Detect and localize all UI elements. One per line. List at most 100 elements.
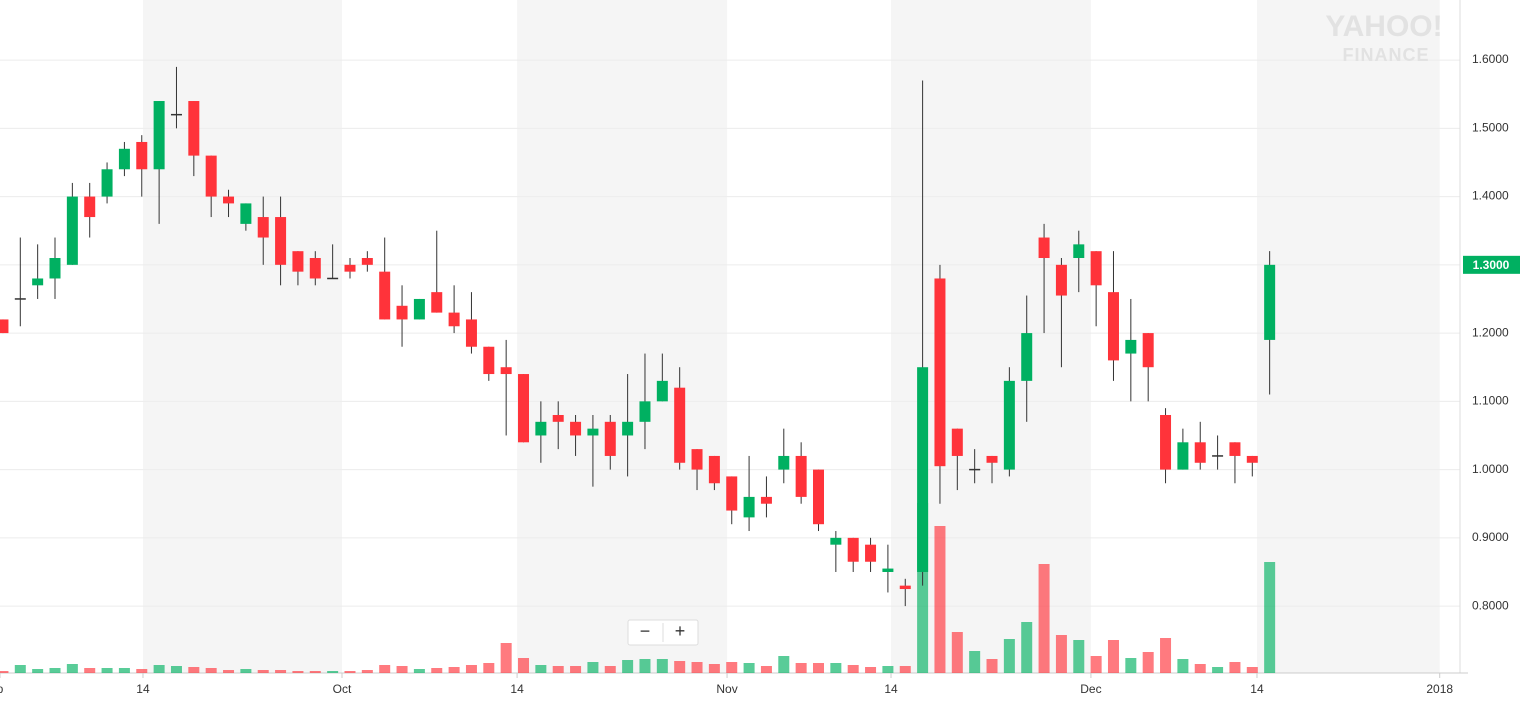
candle-body [1003, 380, 1015, 470]
candle-body [726, 476, 738, 511]
candle-body [101, 169, 113, 197]
y-tick-label: 1.1000 [1472, 394, 1509, 408]
period-band [517, 0, 728, 673]
volume-bar [84, 668, 96, 673]
candle-body [570, 421, 582, 436]
candle-body [969, 468, 981, 471]
candle-body [1160, 414, 1172, 470]
candle-body [708, 455, 720, 484]
candle-body [830, 537, 842, 545]
candle-body [639, 401, 651, 422]
x-tick-label: Oct [333, 682, 352, 696]
candle-body [604, 421, 616, 456]
volume-bar [969, 651, 981, 673]
candle-body [327, 277, 339, 280]
zoom-controls: − + [627, 619, 699, 646]
volume-bar [292, 671, 304, 673]
x-tick-label: 14 [884, 682, 898, 696]
volume-bar [223, 670, 235, 673]
candle-body [812, 469, 824, 525]
volume-bar [1246, 667, 1258, 673]
candle-body [379, 271, 391, 320]
candle-body [1212, 455, 1224, 457]
candle-body [14, 298, 26, 300]
y-tick-label: 1.4000 [1472, 189, 1509, 203]
volume-bar [1073, 640, 1085, 673]
volume-bar [465, 665, 477, 673]
watermark: FINANCE [1343, 45, 1430, 65]
volume-bar [1212, 667, 1224, 673]
candle-body [778, 455, 790, 470]
volume-bar [309, 671, 321, 673]
zoom-in-button[interactable]: + [675, 621, 686, 641]
volume-bar [396, 666, 408, 673]
candle-body [448, 312, 460, 327]
candle-body [760, 496, 772, 504]
volume-bar [413, 669, 425, 673]
volume-bar [483, 663, 495, 673]
candle-body [656, 380, 668, 402]
volume-bar [899, 666, 911, 673]
volume-bar [1177, 659, 1189, 673]
candle-body [32, 278, 44, 286]
volume-bar [188, 667, 200, 673]
candle-body [1194, 442, 1206, 463]
volume-bar [1021, 622, 1033, 673]
candle-body [275, 217, 287, 265]
candle-body [552, 414, 564, 422]
candle-body [396, 305, 408, 320]
volume-bar [882, 666, 894, 673]
volume-bar [448, 667, 460, 673]
volume-bar [760, 666, 772, 673]
volume-bar [1194, 664, 1206, 673]
candle-body [1125, 339, 1137, 354]
volume-bar [1107, 640, 1119, 673]
candle-body [500, 367, 512, 375]
volume-bar [639, 659, 651, 673]
volume-bar [257, 670, 269, 673]
zoom-out-button[interactable]: − [640, 621, 651, 641]
volume-bar [500, 643, 512, 673]
volume-bar [14, 665, 26, 673]
candle-body [465, 319, 477, 347]
x-tick-label: 14 [510, 682, 524, 696]
candle-body [49, 258, 61, 279]
candle-body [431, 292, 443, 313]
volume-bar [431, 668, 443, 673]
y-tick-label: 1.5000 [1472, 120, 1509, 134]
volume-bar [708, 664, 720, 673]
candle-body [84, 196, 96, 218]
volume-bar [0, 671, 9, 673]
volume-bar [847, 665, 859, 673]
volume-bar [1055, 635, 1067, 673]
x-tick-label: Nov [716, 682, 737, 696]
candle-body [66, 196, 78, 265]
candle-body [1021, 333, 1033, 381]
candle-body [205, 155, 217, 197]
volume-bar [344, 671, 356, 673]
volume-bar [812, 663, 824, 673]
candle-body [535, 421, 547, 436]
candle-body [1229, 442, 1241, 456]
volume-bar [552, 666, 564, 673]
candle-body [0, 319, 9, 334]
volume-bar [1160, 638, 1172, 673]
x-tick-label: 14 [1250, 682, 1264, 696]
candle-body [118, 148, 130, 170]
last-price-label: 1.3000 [1473, 258, 1510, 272]
candle-body [622, 421, 634, 436]
candle-body [240, 203, 252, 224]
candle-body [292, 251, 304, 272]
volume-bar [1038, 564, 1050, 673]
volume-bar [674, 661, 686, 673]
candle-body [1246, 455, 1258, 463]
candle-body [1090, 251, 1102, 286]
candle-body [1142, 333, 1154, 368]
volume-bar [830, 663, 842, 673]
volume-bar [587, 662, 599, 673]
candle-body [674, 387, 686, 463]
volume-bar [691, 662, 703, 673]
volume-bar [917, 503, 929, 673]
volume-bar [604, 666, 616, 673]
x-tick-label: p [0, 682, 4, 696]
